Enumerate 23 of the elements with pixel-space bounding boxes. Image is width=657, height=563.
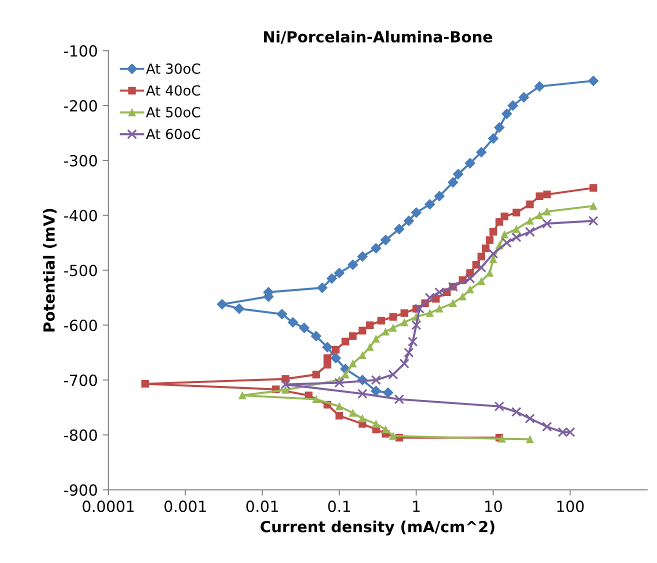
y-tick-label: -800 xyxy=(64,429,97,441)
y-axis-title: Potential (mV) xyxy=(42,208,57,332)
y-tick-label: -400 xyxy=(64,210,97,222)
x-tick-label: 0.001 xyxy=(164,500,206,512)
y-tick-label: -500 xyxy=(64,264,97,276)
y-tick-label: -700 xyxy=(64,374,97,386)
x-tick-label: 0.01 xyxy=(246,500,278,512)
legend-label: At 40oC xyxy=(146,85,200,96)
y-tick-label: -200 xyxy=(64,100,97,112)
x-tick-label: 10 xyxy=(485,500,502,512)
legend-label: At 30oC xyxy=(146,63,200,74)
x-tick-label: 0.1 xyxy=(328,500,350,512)
y-tick-label: -300 xyxy=(64,154,97,166)
y-tick-label: -100 xyxy=(64,45,97,57)
x-tick-label: 100 xyxy=(557,500,584,512)
chart-title: Ni/Porcelain-Alumina-Bone xyxy=(264,30,492,44)
y-tick-label: -900 xyxy=(64,484,97,496)
x-tick-label: 0.0001 xyxy=(82,500,134,512)
x-tick-label: 1 xyxy=(413,500,420,512)
x-axis-title: Current density (mA/cm^2) xyxy=(260,520,494,536)
legend-label: At 50oC xyxy=(146,106,200,118)
y-tick-label: -600 xyxy=(64,320,97,332)
legend-label: At 60oC xyxy=(146,128,200,140)
